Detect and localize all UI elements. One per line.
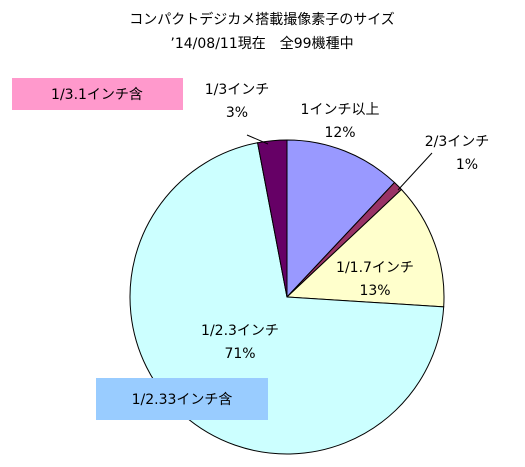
annotation-box xyxy=(12,78,183,110)
slices xyxy=(129,139,445,455)
slice-label: 2/3インチ xyxy=(425,134,490,150)
chart-subtitle: ’14/08/11現在 全99機種中 xyxy=(170,35,353,52)
chart-title: コンパクトデジカメ搭載撮像素子のサイズ xyxy=(129,11,395,28)
leader-line xyxy=(246,134,269,145)
slice-label: 1/1.7インチ xyxy=(336,260,414,276)
slice-value-label: 71% xyxy=(224,346,255,362)
slice xyxy=(285,188,445,308)
slice-value-label: 1% xyxy=(456,157,478,173)
annotation: 1/2.33インチ含 xyxy=(132,392,233,408)
leader-line xyxy=(397,152,433,191)
annotation: 1/3.1インチ含 xyxy=(51,87,143,103)
slice xyxy=(256,139,288,298)
slice-label: 1/3インチ xyxy=(205,82,270,98)
slice-value-label: 3% xyxy=(226,105,248,121)
slice-value-label: 12% xyxy=(324,125,355,141)
slice-label: 1インチ以上 xyxy=(301,102,380,118)
slice-label: 1/2.3インチ xyxy=(201,323,279,339)
slice-value-label: 13% xyxy=(359,283,390,299)
slice xyxy=(286,139,396,299)
annotation-box xyxy=(96,378,268,420)
